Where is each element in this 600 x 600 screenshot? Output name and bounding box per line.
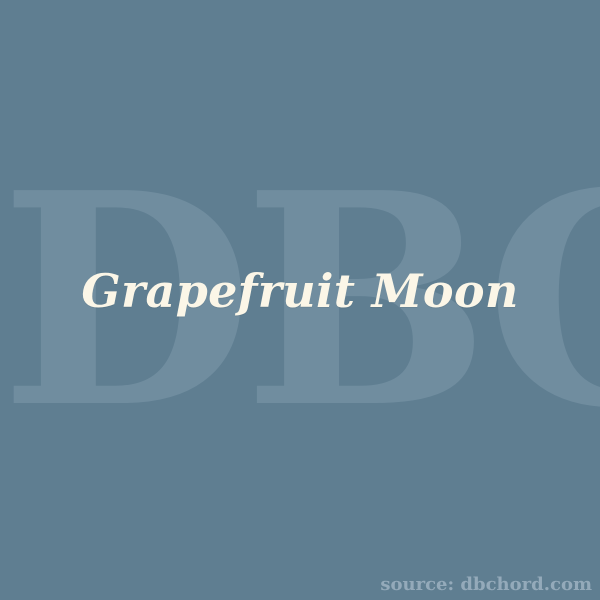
song-title: Grapefruit Moon: [81, 264, 519, 318]
source-credit: source: dbchord.com: [380, 574, 592, 595]
dbc-watermark: DBC: [0, 129, 600, 472]
